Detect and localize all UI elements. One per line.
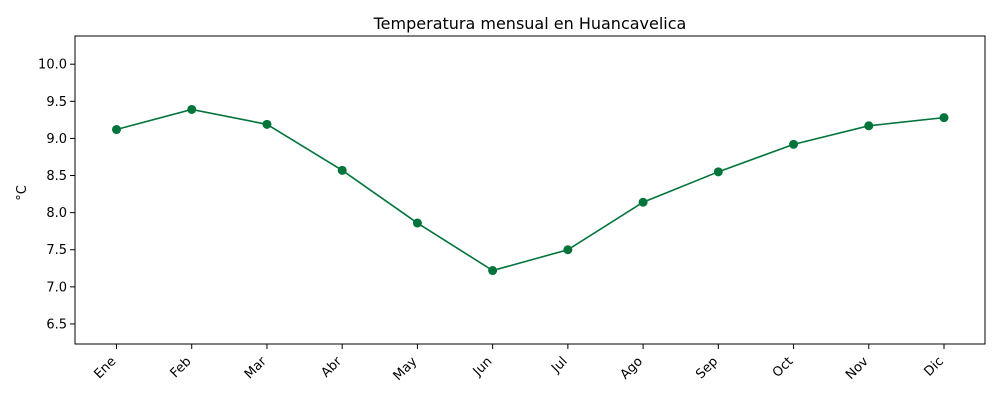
data-point [864,121,874,131]
x-tick-label: May [391,354,421,384]
y-tick-label: 8.5 [46,169,67,184]
data-point [789,139,799,149]
y-tick-label: 7.0 [46,280,67,295]
y-tick-label: 9.5 [46,95,67,110]
x-tick-label: Ene [91,354,119,382]
x-tick-label: Jul [548,354,570,376]
series-layer [112,104,949,276]
x-tick-label: Sep [693,354,721,382]
chart-title: Temperatura mensual en Huancavelica [373,14,687,33]
data-point [262,119,272,129]
x-tick-label: Abr [318,354,345,381]
y-tick-label: 10.0 [38,58,67,73]
data-point [187,104,197,114]
x-tick-label: Ago [618,354,646,382]
y-tick-label: 7.5 [46,243,67,258]
y-tick-label: 8.0 [46,206,67,221]
data-point [713,167,723,177]
y-tick-label: 9.0 [46,132,67,147]
x-tick-label: Oct [770,354,797,381]
x-tick-label: Mar [242,354,270,382]
x-tick-label: Nov [843,354,872,383]
data-point [412,218,422,228]
data-point [563,245,573,255]
data-point [939,113,949,123]
x-tick-label: Feb [168,354,195,381]
data-point [638,197,648,207]
data-point [488,266,498,276]
y-axis-label: °C [15,185,30,201]
y-axis: 6.5 7.0 7.5 8.0 8.5 9.0 9.5 10.0 [38,58,75,332]
y-tick-label: 6.5 [46,317,67,332]
plot-area [74,35,986,345]
x-tick-label: Dic [922,354,947,379]
x-axis: Ene Feb Mar Abr May Jun Jul Ago Sep Oct Nov Dic [91,344,947,384]
x-tick-label: Jun [470,354,496,380]
data-point [112,125,121,135]
data-point [337,165,347,175]
series-line [116,108,945,272]
